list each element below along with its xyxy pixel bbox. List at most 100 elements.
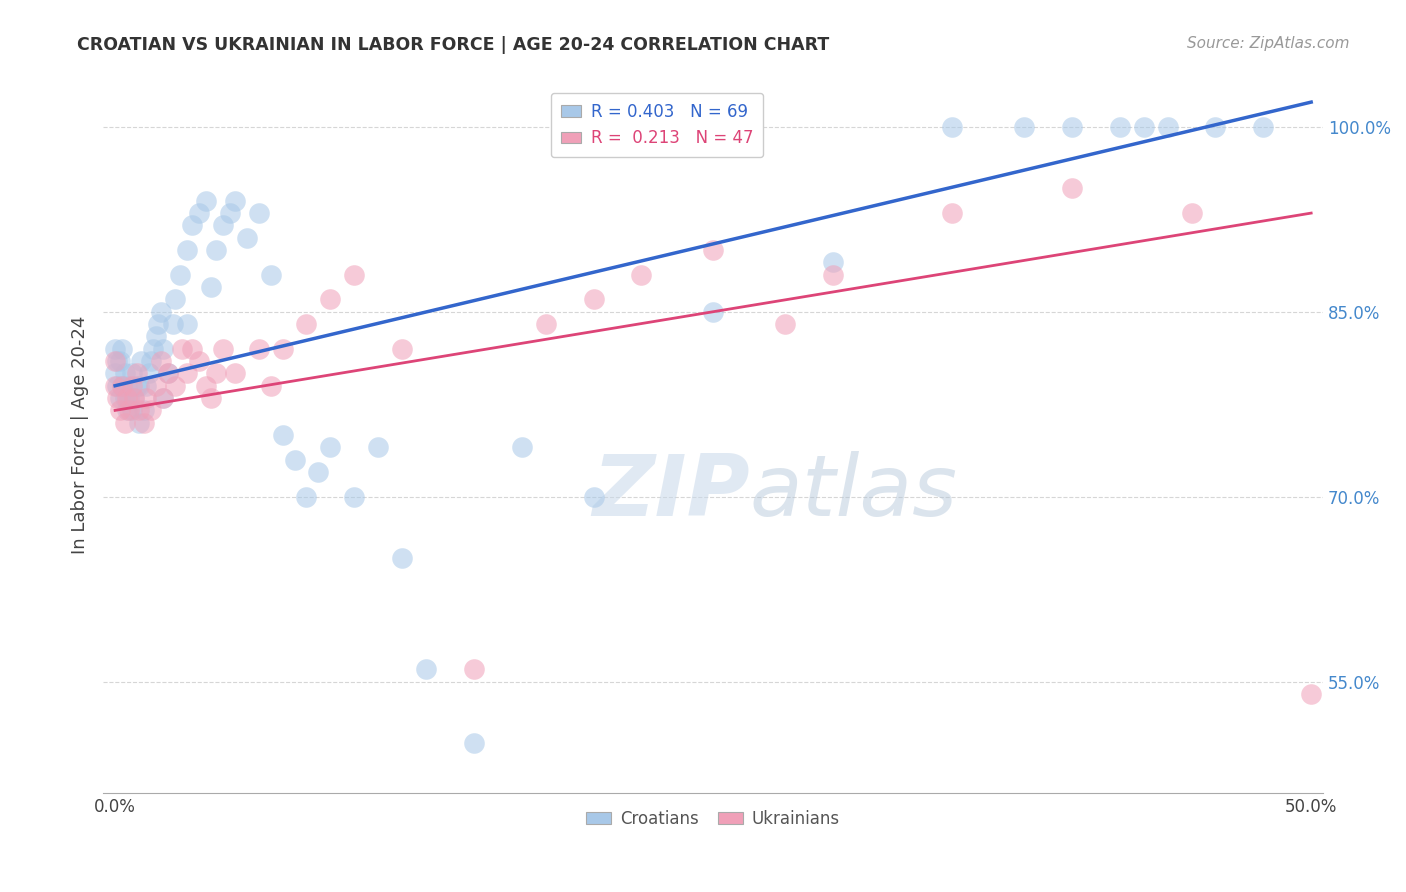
- Point: [131, 354, 153, 368]
- Point: [114, 367, 136, 381]
- Point: [121, 378, 143, 392]
- Point: [111, 378, 134, 392]
- Point: [170, 342, 193, 356]
- Point: [283, 452, 305, 467]
- Point: [111, 378, 134, 392]
- Point: [200, 280, 222, 294]
- Point: [391, 342, 413, 356]
- Point: [108, 403, 131, 417]
- Text: atlas: atlas: [749, 450, 957, 533]
- Legend: Croatians, Ukrainians: Croatians, Ukrainians: [579, 803, 846, 834]
- Point: [115, 378, 138, 392]
- Point: [187, 206, 209, 220]
- Point: [295, 317, 318, 331]
- Point: [702, 243, 724, 257]
- Point: [138, 367, 160, 381]
- Point: [118, 403, 141, 417]
- Point: [135, 391, 157, 405]
- Point: [271, 342, 294, 356]
- Point: [1205, 120, 1227, 134]
- Point: [145, 329, 167, 343]
- Point: [121, 403, 143, 417]
- Point: [107, 354, 129, 368]
- Point: [1060, 181, 1083, 195]
- Point: [319, 441, 342, 455]
- Text: CROATIAN VS UKRAINIAN IN LABOR FORCE | AGE 20-24 CORRELATION CHART: CROATIAN VS UKRAINIAN IN LABOR FORCE | A…: [77, 36, 830, 54]
- Point: [169, 268, 191, 282]
- Point: [1253, 120, 1275, 134]
- Point: [149, 304, 172, 318]
- Point: [104, 378, 127, 392]
- Point: [115, 403, 138, 417]
- Point: [1301, 687, 1323, 701]
- Point: [114, 391, 136, 405]
- Point: [247, 342, 270, 356]
- Point: [104, 354, 127, 368]
- Point: [211, 219, 233, 233]
- Point: [132, 416, 155, 430]
- Point: [111, 342, 134, 356]
- Point: [630, 268, 652, 282]
- Point: [139, 403, 162, 417]
- Point: [1180, 206, 1202, 220]
- Point: [195, 378, 218, 392]
- Point: [204, 367, 226, 381]
- Point: [941, 206, 963, 220]
- Point: [128, 378, 150, 392]
- Point: [821, 255, 844, 269]
- Point: [114, 416, 136, 430]
- Point: [211, 342, 233, 356]
- Point: [1132, 120, 1154, 134]
- Point: [152, 342, 174, 356]
- Point: [107, 391, 129, 405]
- Point: [162, 317, 184, 331]
- Point: [343, 268, 366, 282]
- Point: [122, 391, 145, 405]
- Point: [534, 317, 557, 331]
- Point: [152, 391, 174, 405]
- Point: [135, 378, 157, 392]
- Point: [152, 391, 174, 405]
- Point: [941, 120, 963, 134]
- Point: [176, 367, 198, 381]
- Point: [146, 317, 169, 331]
- Point: [582, 490, 605, 504]
- Point: [391, 551, 413, 566]
- Point: [121, 367, 143, 381]
- Point: [367, 441, 389, 455]
- Point: [176, 243, 198, 257]
- Point: [128, 403, 150, 417]
- Point: [200, 391, 222, 405]
- Y-axis label: In Labor Force | Age 20-24: In Labor Force | Age 20-24: [72, 316, 89, 554]
- Point: [415, 662, 437, 676]
- Point: [156, 367, 179, 381]
- Point: [195, 194, 218, 208]
- Point: [187, 354, 209, 368]
- Point: [219, 206, 242, 220]
- Point: [247, 206, 270, 220]
- Point: [156, 367, 179, 381]
- Point: [307, 465, 329, 479]
- Point: [463, 662, 485, 676]
- Point: [118, 391, 141, 405]
- Point: [163, 378, 186, 392]
- Point: [104, 367, 127, 381]
- Point: [1108, 120, 1130, 134]
- Point: [235, 231, 257, 245]
- Point: [259, 378, 281, 392]
- Point: [319, 293, 342, 307]
- Point: [142, 342, 165, 356]
- Point: [821, 268, 844, 282]
- Point: [224, 367, 246, 381]
- Point: [1060, 120, 1083, 134]
- Text: ZIP: ZIP: [592, 450, 749, 533]
- Point: [224, 194, 246, 208]
- Point: [510, 441, 533, 455]
- Point: [115, 391, 138, 405]
- Point: [125, 378, 148, 392]
- Point: [128, 416, 150, 430]
- Point: [149, 354, 172, 368]
- Point: [295, 490, 318, 504]
- Point: [139, 354, 162, 368]
- Point: [180, 219, 202, 233]
